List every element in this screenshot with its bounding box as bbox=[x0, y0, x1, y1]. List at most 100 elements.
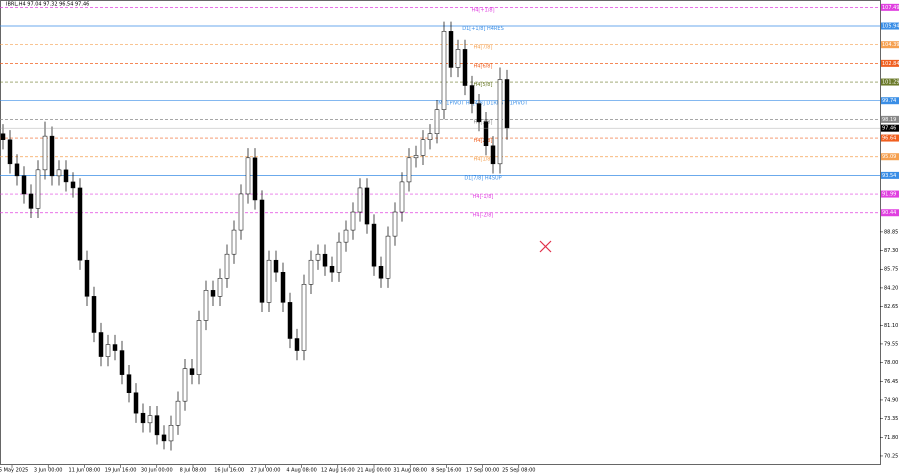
candle-body bbox=[476, 103, 482, 122]
price-tag-label: 98.19 bbox=[882, 117, 896, 123]
y-tick-label: 81.10 bbox=[884, 323, 898, 329]
y-tick-label: 85.75 bbox=[884, 267, 898, 273]
candle-body bbox=[105, 344, 111, 357]
price-tag bbox=[881, 190, 899, 198]
candle-body bbox=[434, 109, 440, 134]
x-tick-label: 25 May 2025 bbox=[0, 468, 28, 474]
close-icon bbox=[539, 240, 552, 253]
level-label: D1[+1/8] H4RES bbox=[462, 26, 504, 32]
price-tag bbox=[881, 171, 899, 179]
level-label: H4[-2/8] bbox=[473, 213, 494, 219]
price-tag bbox=[881, 97, 899, 105]
y-tick-label: 70.25 bbox=[884, 453, 898, 459]
last-price-tag bbox=[881, 124, 899, 132]
candle-body bbox=[413, 155, 419, 159]
price-tag bbox=[881, 22, 899, 30]
y-tick-label: 78.00 bbox=[884, 360, 898, 366]
candle-body bbox=[371, 223, 377, 267]
candle-body bbox=[252, 157, 258, 201]
x-tick-label: 31 Aug 08:00 bbox=[393, 468, 427, 474]
x-tick-label: 19 Jun 16:00 bbox=[105, 468, 137, 474]
candle-body bbox=[483, 121, 489, 147]
candle-body bbox=[7, 139, 13, 165]
level-label: H4[6/8] bbox=[474, 63, 493, 69]
candle-body bbox=[140, 412, 146, 424]
price-tag-label: 95.09 bbox=[882, 154, 896, 160]
candle-body bbox=[63, 169, 69, 183]
y-tick-label: 87.30 bbox=[884, 248, 898, 254]
plot-frame bbox=[0, 0, 881, 465]
level-label: H4[5/8] bbox=[474, 82, 493, 88]
x-tick-label: 27 Jul 00:00 bbox=[250, 468, 280, 474]
candle-body bbox=[497, 79, 503, 165]
price-tag-label: 102.84 bbox=[882, 61, 900, 67]
x-tick-label: 4 Aug 08:00 bbox=[286, 468, 317, 474]
candle-body bbox=[217, 278, 223, 297]
candle-body bbox=[210, 290, 216, 297]
last-price-label: 97.46 bbox=[882, 126, 896, 132]
candle-body bbox=[56, 169, 62, 177]
y-tick-label: 74.90 bbox=[884, 397, 898, 403]
price-tag-label: 99.74 bbox=[882, 98, 896, 104]
candle-body bbox=[196, 320, 202, 375]
candle-body bbox=[399, 181, 405, 213]
price-tag bbox=[881, 59, 899, 67]
y-tick-label: 79.55 bbox=[884, 341, 898, 347]
price-tag bbox=[881, 134, 899, 142]
y-tick-label: 82.65 bbox=[884, 304, 898, 310]
candle-body bbox=[0, 133, 6, 140]
candle-body bbox=[350, 211, 356, 231]
level-label: H4[+1/8] bbox=[471, 7, 494, 13]
x-tick-label: 8 Jul 08:00 bbox=[180, 468, 207, 474]
x-tick-label: 21 Aug 00:00 bbox=[357, 468, 391, 474]
x-tick-label: 16 Jul 16:00 bbox=[214, 468, 244, 474]
candle-body bbox=[336, 241, 342, 273]
candle-body bbox=[441, 31, 447, 110]
candle-body bbox=[455, 49, 461, 68]
level-label: MN1PIVOT H4[4/8] D1RES W1PIVOT bbox=[438, 101, 528, 107]
price-tag bbox=[881, 41, 899, 49]
price-tag-label: 91.99 bbox=[882, 192, 896, 198]
candle-body bbox=[273, 259, 279, 273]
x-tick-label: 8 Sep 16:00 bbox=[431, 468, 461, 474]
candle-body bbox=[308, 259, 314, 285]
y-tick-label: 84.20 bbox=[884, 285, 898, 291]
candle-body bbox=[406, 157, 412, 183]
candle-body bbox=[175, 400, 181, 426]
y-tick-label: 73.35 bbox=[884, 416, 898, 422]
candle-body bbox=[490, 145, 496, 165]
candle-body bbox=[329, 265, 335, 273]
candle-body bbox=[280, 272, 286, 303]
candle-body bbox=[189, 368, 195, 375]
candle-body bbox=[126, 374, 132, 393]
candle-body bbox=[238, 193, 244, 231]
candle-body bbox=[315, 253, 321, 261]
candle-body bbox=[119, 350, 125, 375]
candle-body bbox=[420, 139, 426, 156]
level-label: H4[7/8] bbox=[474, 45, 493, 51]
candle-body bbox=[343, 229, 349, 243]
price-tag bbox=[881, 153, 899, 161]
price-tag-label: 96.64 bbox=[882, 136, 896, 142]
candle-body bbox=[168, 424, 174, 442]
x-tick-label: 17 Sep 00:00 bbox=[466, 468, 499, 474]
candle-body bbox=[203, 290, 209, 321]
candle-body bbox=[462, 49, 468, 86]
candle-body bbox=[112, 344, 118, 351]
x-tick-label: 12 Aug 16:00 bbox=[321, 468, 355, 474]
candle-body bbox=[161, 434, 167, 442]
candle-body bbox=[182, 368, 188, 402]
x-tick-label: 25 Sep 08:00 bbox=[502, 468, 535, 474]
candle-body bbox=[266, 259, 272, 303]
candle-body bbox=[301, 284, 307, 351]
candle-body bbox=[357, 187, 363, 213]
price-tag-label: 104.39 bbox=[882, 42, 900, 48]
chart-title: IBRL,H4 97.04 97.32 96.54 97.46 bbox=[6, 2, 89, 8]
level-label: D1[7/8] H4SUP bbox=[464, 175, 501, 181]
candle-body bbox=[14, 163, 20, 177]
price-tag bbox=[881, 78, 899, 86]
price-tag-label: 93.54 bbox=[882, 173, 896, 179]
x-tick-label: 30 Jun 00:00 bbox=[141, 468, 173, 474]
candle-body bbox=[322, 253, 328, 267]
